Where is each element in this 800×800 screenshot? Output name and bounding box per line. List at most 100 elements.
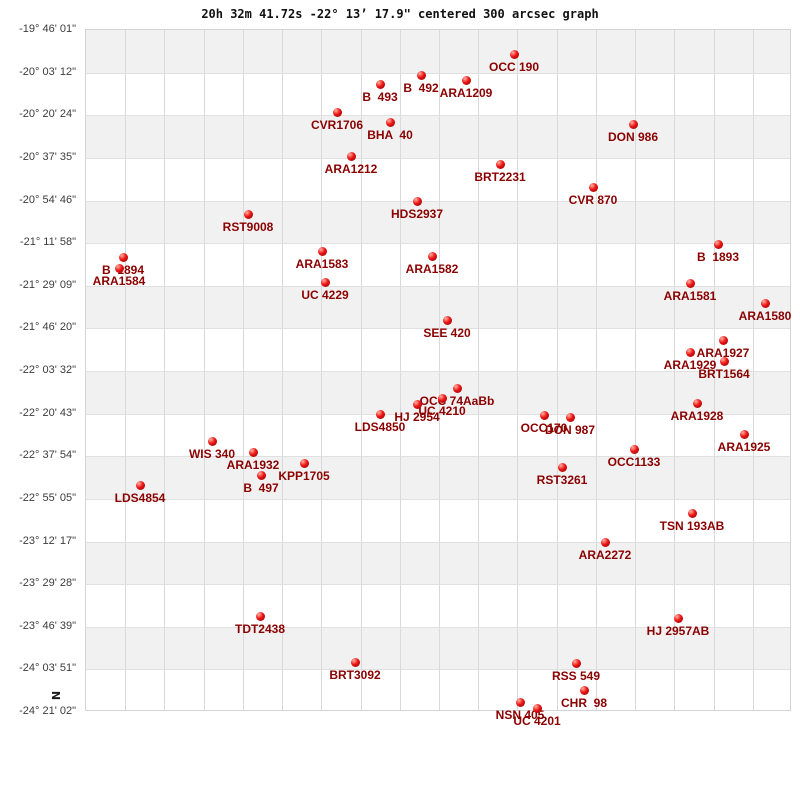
star-label: UC 4210 xyxy=(418,404,466,418)
star-point xyxy=(495,159,505,169)
star-point xyxy=(713,239,723,249)
star-point xyxy=(412,196,422,206)
y-axis-tick-label: -24° 03' 51" xyxy=(19,662,76,675)
y-axis-tick-label: -24° 21' 02" xyxy=(19,705,76,717)
star-label: B 1894 xyxy=(101,263,145,277)
star-label: CVR1706 xyxy=(310,118,364,132)
row-band xyxy=(86,200,790,244)
star-label: OCC170 xyxy=(520,421,568,435)
star-label: HJ 2957AB xyxy=(646,624,710,638)
star-point xyxy=(588,182,598,192)
star-point xyxy=(114,263,124,273)
star-point xyxy=(412,399,422,409)
row-band xyxy=(86,541,790,585)
star-point xyxy=(719,356,729,366)
star-label: ARA1581 xyxy=(663,289,717,303)
star-point xyxy=(248,447,258,457)
star-label: BRT3092 xyxy=(329,668,381,682)
star-label: HJ 2954 xyxy=(394,410,440,424)
y-axis-tick-label: -23° 12' 17" xyxy=(19,534,76,547)
star-point xyxy=(532,703,542,713)
star-label: B 493 xyxy=(362,90,398,104)
row-band xyxy=(86,626,790,670)
gridline-vertical xyxy=(399,30,401,710)
star-label: TDT2438 xyxy=(234,622,286,636)
star-label: ARA1583 xyxy=(295,257,349,271)
star-point xyxy=(332,107,342,117)
star-label: BRT1564 xyxy=(698,367,750,381)
star-label: TSN 193AB xyxy=(659,519,725,533)
star-label: ARA1209 xyxy=(439,86,493,100)
star-label: DON 987 xyxy=(544,423,596,437)
star-label: RST9008 xyxy=(222,220,274,234)
star-point xyxy=(692,398,702,408)
gridline-vertical xyxy=(203,30,205,710)
star-point xyxy=(739,429,749,439)
row-band xyxy=(86,456,790,499)
star-point xyxy=(385,117,395,127)
star-point xyxy=(207,436,217,446)
star-label: BHA 40 xyxy=(367,128,413,142)
star-point xyxy=(350,657,360,667)
y-axis: -19° 46' 01" -20° 03' 12" -20° 20' 24" -20°… xyxy=(0,23,79,717)
row-band xyxy=(86,115,790,158)
star-point xyxy=(416,70,426,80)
row-band xyxy=(86,30,790,73)
star-label: HDS2937 xyxy=(390,207,444,221)
star-label: LDS4854 xyxy=(114,491,166,505)
gridline-vertical xyxy=(595,30,597,710)
gridline-horizontal xyxy=(86,157,790,159)
star-point xyxy=(346,151,356,161)
star-label: ARA1928 xyxy=(670,409,724,423)
y-axis-tick-label: -20° 03' 12" xyxy=(19,65,76,78)
star-label: RST3261 xyxy=(536,473,588,487)
row-band xyxy=(86,285,790,329)
plot-area: OCC 190 B 492 ARA1209 B 493 CVR1706 BHA 40 DON… xyxy=(85,29,792,727)
star-point xyxy=(461,75,471,85)
gridline-vertical xyxy=(752,30,754,710)
star-label: OCC 190 xyxy=(488,60,540,74)
gridline-vertical xyxy=(674,30,676,710)
star-label: ARA1580 xyxy=(738,309,792,323)
star-label: BRT2231 xyxy=(474,170,526,184)
star-label: ARA1932 xyxy=(226,458,280,472)
star-point xyxy=(687,508,697,518)
gridline-vertical xyxy=(517,30,519,710)
row-band xyxy=(86,371,790,414)
star-label: SEE 420 xyxy=(423,326,471,340)
star-point xyxy=(320,277,330,287)
gridline-vertical xyxy=(478,30,480,710)
star-label: LDS4850 xyxy=(354,420,406,434)
gridline-horizontal xyxy=(86,328,790,330)
star-label: ARA1925 xyxy=(717,440,771,454)
gridline-horizontal xyxy=(86,498,790,500)
gridline-horizontal xyxy=(86,456,790,458)
star-label: ARA1929 xyxy=(663,358,717,372)
star-label: CVR 870 xyxy=(568,193,618,207)
gridline-vertical xyxy=(360,30,362,710)
star-label: B 1893 xyxy=(696,250,740,264)
star-point xyxy=(135,480,145,490)
gridline-vertical xyxy=(439,30,440,710)
gridline-horizontal xyxy=(86,669,790,671)
star-point xyxy=(118,252,128,262)
y-axis-tick-label: -19° 46' 01" xyxy=(19,23,76,35)
y-axis-tick-label: -22° 20' 43" xyxy=(19,406,76,419)
gridline-vertical xyxy=(125,30,127,710)
y-axis-tick-label: -20° 54' 46" xyxy=(19,193,76,206)
star-point xyxy=(760,298,770,308)
gridline-vertical xyxy=(282,30,284,710)
gridline-horizontal xyxy=(86,285,790,287)
star-point xyxy=(427,251,437,261)
star-label: ARA1584 xyxy=(92,274,146,288)
star-point xyxy=(515,697,525,707)
star-point xyxy=(442,315,452,325)
star-point xyxy=(565,412,575,422)
star-point xyxy=(539,410,549,420)
star-label: ARA1927 xyxy=(696,346,750,360)
y-axis-tick-label: -22° 55' 05" xyxy=(19,491,76,504)
gridline-vertical xyxy=(713,30,715,710)
star-point xyxy=(628,119,638,129)
star-label: RSS 549 xyxy=(551,669,601,683)
